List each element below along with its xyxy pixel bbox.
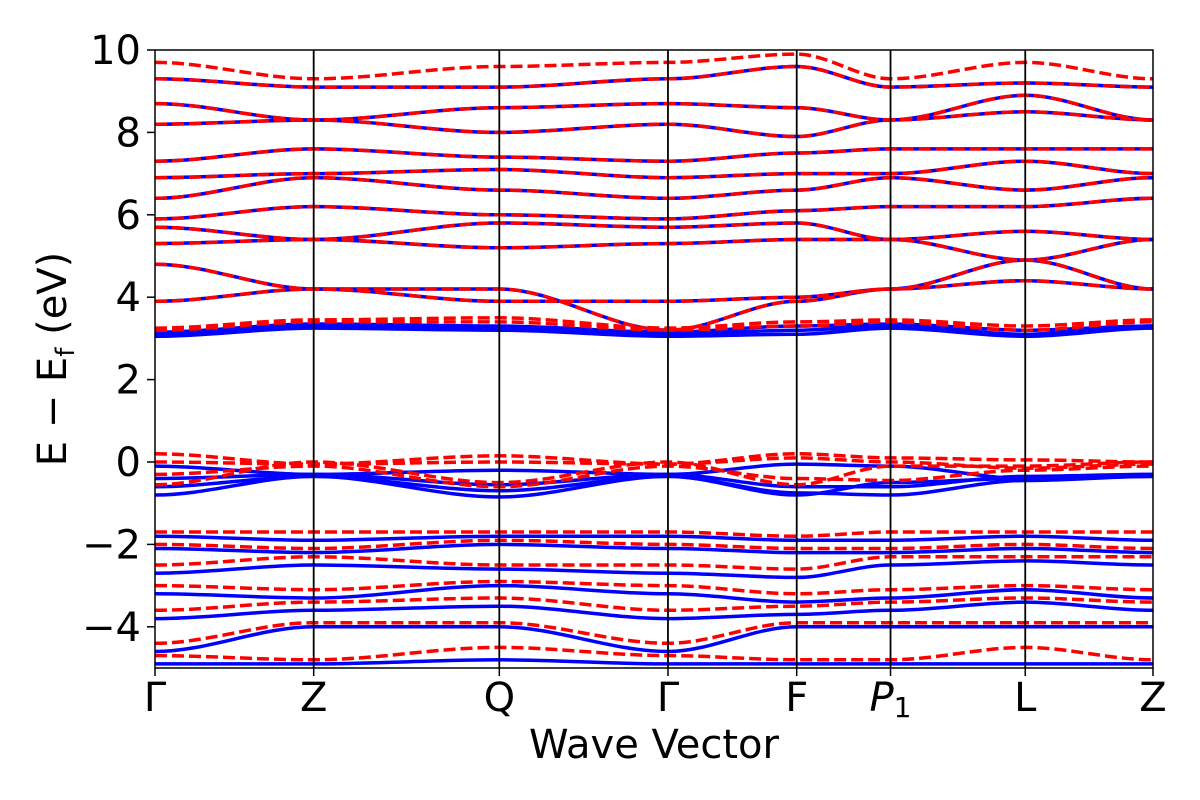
y-axis-ticks: −4 −2 0 2 4 6 8 10 [82, 28, 155, 651]
y-axis-title-sub: f [51, 347, 81, 357]
solid-band-4 [155, 326, 1153, 339]
dashed-band-24 [155, 645, 1153, 662]
y-tick-label-2: 0 [116, 440, 141, 486]
dashed-band-22 [155, 596, 1153, 613]
x-tick-label-5: P1 [870, 675, 912, 724]
solid-band-11 [155, 196, 1153, 221]
x-tick-label-6: L [1014, 675, 1037, 721]
dashed-band-10 [155, 196, 1153, 221]
dashed-band-15 [155, 93, 1153, 122]
solid-band-5 [155, 324, 1153, 337]
dashed-band-17 [155, 52, 1153, 81]
dashed-band-7 [155, 258, 1153, 332]
dashed-band-11 [155, 175, 1153, 201]
x-tick-label-1: Z [300, 675, 327, 721]
x-tick-label-2: Q [484, 675, 515, 721]
dashed-band-19 [155, 538, 1153, 551]
dashed-band-3 [155, 452, 1153, 466]
dashed-band-5 [155, 316, 1153, 330]
y-tick-label-1: −2 [82, 522, 141, 568]
dashed-band-20 [155, 555, 1153, 571]
solid-band-19 [155, 542, 1153, 555]
solid-band-7 [155, 278, 1153, 304]
y-axis-title-unit: (eV) [30, 252, 76, 348]
solid-blue-series [155, 64, 1153, 666]
solid-band-3 [155, 462, 1153, 481]
x-tick-label-0: Γ [144, 675, 167, 721]
dashed-band-6 [155, 278, 1153, 304]
high-symmetry-lines [312, 50, 1027, 668]
solid-band-20 [155, 559, 1153, 580]
dashed-band-9 [155, 221, 1153, 242]
x-tick-label-3: Γ [657, 675, 680, 721]
dashed-band-8 [155, 237, 1153, 262]
y-axis-title-main: E − E [30, 357, 76, 467]
solid-band-21 [155, 583, 1153, 604]
solid-band-1 [155, 474, 1153, 499]
solid-band-18 [155, 534, 1153, 543]
solid-band-13 [155, 159, 1153, 180]
solid-band-23 [155, 625, 1153, 654]
bands-layer [155, 52, 1153, 666]
y-axis-title: E − Ef (eV) [30, 252, 81, 467]
x-tick-label-7: Z [1139, 675, 1166, 721]
dashed-band-23 [155, 620, 1153, 646]
solid-band-16 [155, 93, 1153, 122]
dashed-band-1 [155, 464, 1153, 489]
y-tick-label-6: 8 [116, 110, 141, 156]
plot-frame [154, 49, 1154, 669]
dashed-band-18 [155, 530, 1153, 538]
solid-band-14 [155, 147, 1153, 163]
solid-band-24 [155, 658, 1153, 666]
x-axis-ticks: Γ Z Q Γ F P1 L Z [144, 668, 1167, 724]
dashed-band-12 [155, 159, 1153, 180]
dashed-band-13 [155, 147, 1153, 163]
y-tick-label-5: 6 [116, 193, 141, 239]
dashed-band-4 [155, 320, 1153, 332]
x-axis-title: Wave Vector [529, 722, 780, 768]
y-tick-label-4: 4 [116, 275, 141, 321]
dashed-band-14 [155, 110, 1153, 139]
dashed-band-21 [155, 579, 1153, 596]
y-tick-label-7: 10 [90, 28, 141, 74]
y-tick-label-3: 2 [116, 358, 141, 404]
dashed-red-series [155, 52, 1153, 662]
y-tick-label-0: −4 [82, 605, 141, 651]
solid-band-8 [155, 258, 1153, 332]
solid-band-22 [155, 600, 1153, 621]
x-tick-label-4: F [785, 675, 808, 721]
dashed-band-16 [155, 64, 1153, 89]
